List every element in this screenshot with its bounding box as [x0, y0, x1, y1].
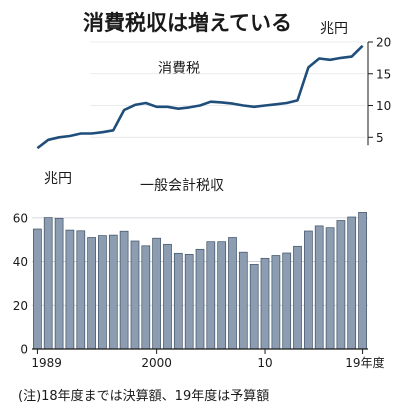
bar — [347, 216, 357, 350]
line-y-tick-label: 5 — [376, 131, 384, 145]
bar-y-axis: 0 20 40 60 — [13, 211, 28, 356]
bar — [206, 241, 216, 350]
line-y-tick-label: 15 — [376, 67, 391, 81]
bar-x-tick-label: 10 — [257, 356, 272, 370]
bar — [108, 234, 118, 350]
line-y-axis: 5 10 15 20 — [367, 36, 391, 146]
consumption-tax-line — [36, 44, 364, 150]
bar — [184, 254, 194, 350]
general-tax-bars — [33, 212, 367, 350]
bar — [141, 245, 151, 350]
bar-y-tick-label: 20 — [13, 299, 28, 313]
bar-y-unit: 兆円 — [44, 171, 72, 187]
bar — [238, 251, 248, 350]
line-series-label: 消費税 — [158, 61, 200, 77]
bar — [260, 257, 270, 350]
bar — [271, 255, 281, 350]
bar — [325, 227, 335, 350]
chart-title: 消費税収は増えている — [83, 11, 292, 35]
bar — [98, 235, 107, 350]
line-y-gridlines — [90, 41, 366, 138]
line-y-tick-label: 20 — [376, 36, 391, 50]
bar — [130, 240, 140, 350]
bar — [282, 252, 292, 350]
bar — [43, 217, 53, 350]
bar-y-tick-label: 0 — [20, 343, 28, 357]
bar-x-axis: 1989 2000 10 19年度 — [31, 349, 385, 370]
line-y-tick-label: 10 — [376, 99, 391, 113]
bar-x-tick-label: 19年度 — [345, 355, 384, 370]
line-y-unit: 兆円 — [320, 21, 348, 37]
bar — [87, 237, 96, 350]
bar — [54, 217, 64, 350]
bar — [33, 228, 42, 350]
bar-x-tick-label: 2000 — [141, 356, 172, 370]
bar — [163, 243, 172, 350]
bar — [195, 248, 205, 350]
bar — [228, 237, 237, 350]
bar-y-tick-label: 40 — [13, 255, 28, 269]
bar — [304, 230, 313, 350]
bar-series-label: 一般会計税収 — [140, 178, 224, 194]
bar — [249, 264, 259, 350]
bar — [152, 237, 161, 350]
bar-x-tick-label: 1989 — [31, 356, 62, 370]
bar — [314, 225, 324, 350]
bar — [76, 230, 86, 350]
bar — [293, 245, 302, 350]
bar-y-tick-label: 60 — [13, 211, 28, 225]
bar — [336, 220, 346, 350]
bar — [358, 212, 367, 350]
footnote: (注)18年度までは決算額、19年度は予算額 — [18, 388, 269, 404]
bar — [65, 229, 75, 350]
bar — [173, 252, 183, 350]
bar — [217, 241, 227, 350]
bar — [119, 230, 129, 350]
